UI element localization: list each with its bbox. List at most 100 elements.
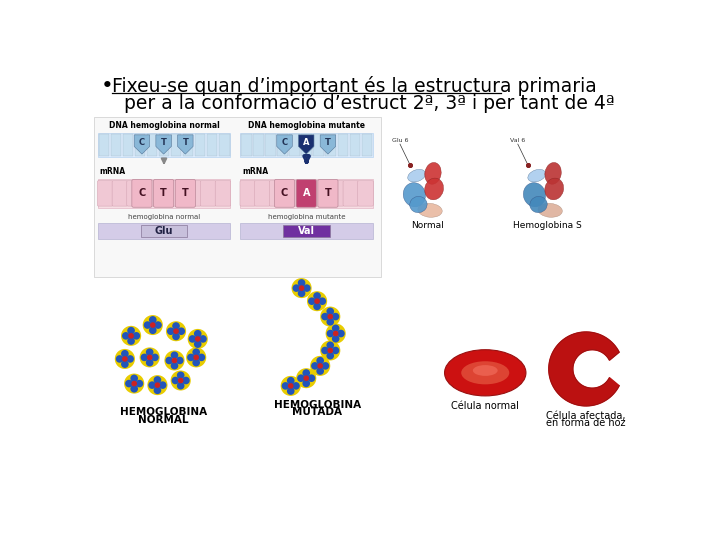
Circle shape xyxy=(150,322,156,328)
Circle shape xyxy=(140,354,148,361)
Bar xyxy=(349,134,360,156)
Text: en forma de hoz: en forma de hoz xyxy=(546,418,626,428)
Circle shape xyxy=(321,347,329,354)
Circle shape xyxy=(197,354,205,361)
Text: T: T xyxy=(182,188,189,198)
FancyBboxPatch shape xyxy=(153,179,174,207)
Circle shape xyxy=(287,387,294,395)
Circle shape xyxy=(177,382,184,389)
Bar xyxy=(219,134,230,156)
Text: DNA hemoglobina normal: DNA hemoglobina normal xyxy=(109,121,220,130)
Circle shape xyxy=(313,302,321,310)
Circle shape xyxy=(307,374,315,382)
Text: Glu: Glu xyxy=(155,226,174,236)
Circle shape xyxy=(172,322,180,330)
Polygon shape xyxy=(276,135,292,154)
Circle shape xyxy=(322,362,329,370)
Circle shape xyxy=(143,315,163,335)
FancyBboxPatch shape xyxy=(314,181,329,206)
Circle shape xyxy=(318,298,326,305)
Circle shape xyxy=(292,382,300,390)
Text: C: C xyxy=(139,138,145,147)
Circle shape xyxy=(146,348,153,356)
Bar xyxy=(240,179,373,208)
FancyBboxPatch shape xyxy=(269,181,285,206)
Polygon shape xyxy=(549,332,619,406)
Circle shape xyxy=(132,332,140,340)
Text: T: T xyxy=(161,188,167,198)
Ellipse shape xyxy=(530,197,547,213)
Circle shape xyxy=(298,289,305,297)
Bar xyxy=(240,224,373,239)
FancyBboxPatch shape xyxy=(142,181,157,206)
FancyBboxPatch shape xyxy=(296,179,316,207)
Text: T: T xyxy=(161,138,166,147)
Circle shape xyxy=(314,299,320,304)
Circle shape xyxy=(292,278,312,298)
Circle shape xyxy=(153,376,161,384)
Circle shape xyxy=(187,354,195,361)
Bar xyxy=(240,132,373,157)
Ellipse shape xyxy=(523,183,546,207)
Text: C: C xyxy=(281,188,288,198)
Ellipse shape xyxy=(545,163,562,184)
Circle shape xyxy=(332,313,339,320)
Circle shape xyxy=(178,377,184,383)
Ellipse shape xyxy=(462,361,509,384)
Bar xyxy=(98,132,230,157)
Circle shape xyxy=(332,335,340,342)
Circle shape xyxy=(332,347,339,354)
Text: Fixeu-se quan d’important és la estructura primaria: Fixeu-se quan d’important és la estructu… xyxy=(112,76,596,96)
Circle shape xyxy=(122,356,127,362)
FancyBboxPatch shape xyxy=(299,181,315,206)
Bar xyxy=(111,134,121,156)
Circle shape xyxy=(148,381,156,389)
Bar xyxy=(313,134,324,156)
Circle shape xyxy=(281,376,301,396)
FancyBboxPatch shape xyxy=(186,181,201,206)
Text: NORMAL: NORMAL xyxy=(138,415,189,425)
Circle shape xyxy=(328,348,333,353)
FancyBboxPatch shape xyxy=(112,181,127,206)
Circle shape xyxy=(174,328,179,334)
Circle shape xyxy=(130,375,138,382)
Bar xyxy=(265,134,276,156)
Circle shape xyxy=(126,355,134,363)
Text: Val: Val xyxy=(298,226,315,236)
Circle shape xyxy=(199,335,207,343)
FancyBboxPatch shape xyxy=(215,181,230,206)
Bar xyxy=(338,134,348,156)
Bar xyxy=(277,134,288,156)
Polygon shape xyxy=(299,135,314,154)
Text: per a la conformació d’estruct 2ª, 3ª i per tant de 4ª: per a la conformació d’estruct 2ª, 3ª i … xyxy=(112,93,614,113)
Circle shape xyxy=(313,292,321,300)
FancyBboxPatch shape xyxy=(255,181,270,206)
FancyBboxPatch shape xyxy=(175,179,195,207)
Circle shape xyxy=(296,368,316,388)
Circle shape xyxy=(308,298,315,305)
Circle shape xyxy=(188,329,208,349)
Text: •: • xyxy=(101,76,114,96)
Circle shape xyxy=(307,291,327,311)
Text: Célula normal: Célula normal xyxy=(451,401,519,411)
Circle shape xyxy=(124,374,144,394)
Circle shape xyxy=(166,321,186,341)
Circle shape xyxy=(332,325,340,332)
Ellipse shape xyxy=(425,163,441,184)
FancyBboxPatch shape xyxy=(358,181,373,206)
Polygon shape xyxy=(156,135,171,154)
Circle shape xyxy=(194,330,202,338)
Circle shape xyxy=(311,362,319,370)
Circle shape xyxy=(166,357,173,364)
Circle shape xyxy=(171,352,179,359)
FancyBboxPatch shape xyxy=(132,179,152,207)
Bar xyxy=(94,117,381,276)
Polygon shape xyxy=(178,135,193,154)
Bar xyxy=(241,134,251,156)
Circle shape xyxy=(148,375,168,395)
Circle shape xyxy=(127,338,135,345)
Circle shape xyxy=(337,330,345,338)
Circle shape xyxy=(154,321,162,329)
Circle shape xyxy=(328,314,333,319)
Text: A: A xyxy=(302,188,310,198)
